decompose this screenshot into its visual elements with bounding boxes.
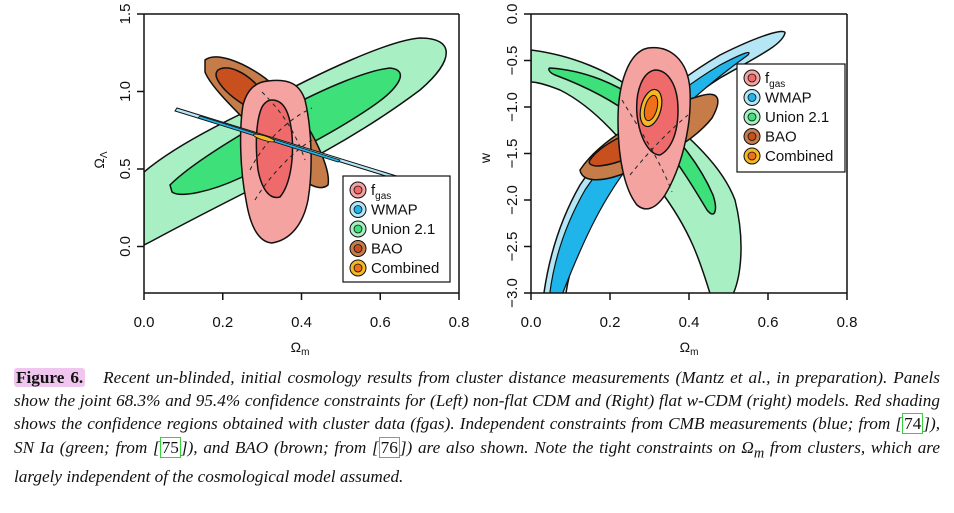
x-tick-label: 0.6	[370, 314, 391, 331]
left-panel: 0.0 0.2 0.4 0.6 0.8 0.00.51.01.5 Ωm ΩΛ fgasW…	[91, 4, 469, 358]
legend-label: Union 2.1	[371, 221, 435, 238]
legend-swatch-inner	[353, 224, 363, 234]
legend-swatch-inner	[747, 132, 757, 141]
caption-body: Recent un-blinded, initial cosmology res…	[14, 368, 940, 487]
legend-swatch-inner	[747, 73, 757, 83]
x-tick-label: 0.0	[521, 314, 542, 331]
fgas-68-contour-left	[255, 99, 294, 199]
y-tick-label: 0.5	[117, 159, 134, 180]
citation-75-link[interactable]: 75	[159, 436, 181, 458]
y-tick-label: −2.0	[504, 185, 521, 215]
x-tick-label: 0.8	[837, 314, 858, 331]
right-ylabel: w	[477, 152, 493, 164]
figure-caption: Figure 6. Recent un-blinded, initial cos…	[14, 366, 940, 488]
x-tick-label: 0.2	[212, 314, 233, 331]
y-tick-label: −1.0	[504, 92, 521, 122]
legend-swatch-inner	[353, 185, 363, 195]
y-tick-label: −0.5	[504, 46, 521, 76]
legend-label: BAO	[765, 129, 797, 146]
legend-swatch-inner	[353, 263, 363, 273]
legend-label: Combined	[371, 260, 439, 277]
legend-swatch-inner	[747, 93, 757, 102]
x-tick-label: 0.4	[291, 314, 312, 331]
x-tick-label: 0.4	[679, 314, 700, 331]
legend-label: Union 2.1	[765, 109, 829, 126]
wmap-68-contour-right	[549, 51, 750, 293]
figure-label: Figure 6.	[14, 368, 86, 387]
y-tick-label: −3.0	[504, 278, 521, 308]
legend-swatch-inner	[353, 205, 363, 214]
legend-label: WMAP	[765, 90, 812, 107]
right-panel: 0.0 0.2 0.4 0.6 0.8 −3.0 −2.5 −2.0 −1.5 −1.0 −0.5…	[477, 4, 857, 358]
combined-contour-left	[253, 133, 275, 143]
legend-swatch-inner	[747, 112, 757, 122]
x-tick-label: 0.8	[449, 314, 470, 331]
y-tick-label: 1.5	[117, 4, 134, 25]
legend-swatch-inner	[353, 244, 363, 253]
y-tick-label: −2.5	[504, 232, 521, 262]
x-tick-label: 0.6	[758, 314, 779, 331]
legend-label: BAO	[371, 241, 403, 258]
y-tick-label: −1.5	[504, 139, 521, 169]
citation-74-link[interactable]: 74	[902, 413, 924, 435]
legend-swatch-inner	[747, 151, 757, 161]
y-tick-label: 0.0	[504, 4, 521, 25]
left-xlabel: Ωm	[291, 339, 310, 358]
x-tick-label: 0.2	[600, 314, 621, 331]
citation-76-link[interactable]: 76	[378, 436, 400, 458]
right-xlabel: Ωm	[680, 339, 699, 358]
figure: 0.0 0.2 0.4 0.6 0.8 0.00.51.01.5 Ωm ΩΛ fgasW…	[91, 4, 857, 358]
combined-68-contour-right	[643, 94, 659, 122]
left-ylabel: ΩΛ	[91, 151, 110, 168]
y-tick-label: 1.0	[117, 81, 134, 102]
legend-label: Combined	[765, 148, 833, 165]
y-tick-label: 0.0	[117, 236, 134, 257]
legend-label: WMAP	[371, 202, 418, 219]
x-tick-label: 0.0	[134, 314, 155, 331]
